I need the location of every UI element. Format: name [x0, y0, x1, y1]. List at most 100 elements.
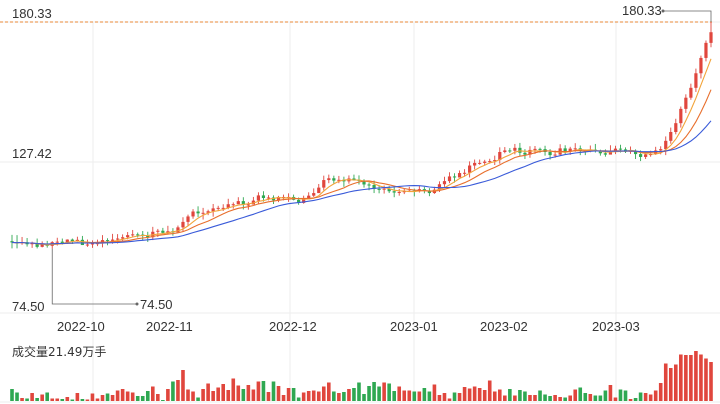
volume-bar	[437, 395, 442, 401]
candle-body	[442, 181, 447, 185]
volume-bar	[533, 395, 537, 401]
volume-bar	[95, 398, 100, 401]
y-label-max: 180.33	[12, 6, 52, 21]
volume-bar	[397, 386, 402, 401]
volume-bar	[583, 393, 588, 401]
volume-bar	[362, 394, 366, 401]
volume-bar	[40, 394, 44, 401]
volume-bar	[226, 390, 231, 401]
volume-bar	[668, 368, 673, 401]
volume-bar	[528, 395, 532, 401]
volume-bar	[135, 396, 140, 401]
volume-bar	[80, 399, 85, 401]
candle-body	[35, 243, 39, 247]
volume-bar	[332, 391, 336, 401]
volume-bar	[145, 391, 150, 401]
volume-bar	[558, 397, 562, 401]
candle-body	[211, 208, 215, 212]
volume-bar	[467, 388, 472, 401]
candle-body	[659, 149, 663, 151]
candle-body	[538, 148, 542, 150]
candle-body	[553, 154, 557, 156]
volume-bar	[281, 395, 286, 401]
candle-body	[508, 150, 512, 152]
candle-body	[110, 239, 115, 241]
volume-bar	[653, 390, 658, 401]
volume-bar	[20, 398, 24, 401]
volume-bar	[100, 395, 105, 401]
candle-body	[372, 185, 376, 189]
candle-body	[332, 178, 336, 181]
min-marker-dot	[135, 302, 139, 306]
volume-bar	[291, 388, 296, 401]
volume-bar	[679, 354, 683, 401]
volume-bar	[543, 394, 547, 401]
candle-body	[156, 230, 160, 232]
candle-body	[55, 241, 59, 243]
candle-body	[126, 235, 130, 238]
volume-bar	[482, 390, 487, 401]
volume-bar	[508, 389, 512, 401]
volume-bar	[472, 386, 477, 401]
volume-bar	[593, 395, 598, 401]
volume-bar	[156, 394, 160, 401]
candle-body	[116, 238, 120, 240]
volume-bar	[166, 389, 170, 401]
candle-body	[503, 150, 507, 153]
volume-bar	[266, 392, 271, 401]
volume-bar	[518, 390, 522, 401]
candle-body	[689, 87, 693, 98]
volume-bar	[211, 391, 215, 401]
volume-bar	[90, 393, 95, 401]
volume-bar	[623, 390, 628, 401]
candle-body	[40, 244, 44, 247]
candle-body	[674, 123, 678, 132]
candle-body	[488, 161, 492, 163]
volume-bar	[30, 393, 34, 401]
volume-bar	[236, 385, 241, 401]
min-marker-leader	[51, 248, 137, 305]
vertical-grid	[92, 22, 617, 402]
volume-bar	[548, 396, 552, 401]
candle-body	[447, 176, 452, 182]
volume-bar	[171, 381, 175, 401]
candle-body	[216, 207, 220, 209]
candle-body	[603, 153, 607, 155]
volume-bar	[588, 394, 593, 401]
volume-bar	[206, 383, 210, 401]
volume-bar	[246, 385, 251, 401]
volume-bar	[125, 391, 130, 401]
candle-body	[362, 180, 366, 185]
candle-body	[392, 191, 396, 193]
volume-bar	[613, 397, 618, 401]
candle-body	[337, 179, 341, 181]
volume-bar	[503, 395, 507, 401]
volume-bar	[538, 390, 542, 401]
volume-bar	[70, 399, 75, 401]
volume-bar	[523, 391, 527, 401]
candle-body	[613, 148, 618, 151]
candle-body	[644, 154, 648, 157]
candle-body	[402, 191, 406, 193]
candle-body	[196, 211, 200, 214]
candle-body	[136, 234, 140, 236]
candle-body	[85, 244, 90, 246]
candle-body	[221, 207, 225, 209]
candle-body	[317, 187, 321, 194]
volume-bar	[316, 391, 321, 401]
volume-bar	[196, 397, 200, 401]
volume-bar	[321, 386, 326, 401]
volume-bar	[699, 354, 703, 401]
volume-bar	[301, 392, 306, 401]
candle-body	[261, 195, 266, 198]
volume-bar	[311, 390, 316, 401]
volume-bar	[105, 393, 110, 401]
volume-bar	[392, 391, 396, 401]
min-marker-label: 74.50	[140, 297, 173, 312]
candle-body	[568, 148, 572, 152]
volume-bar	[553, 395, 557, 401]
volume-bar	[442, 393, 447, 401]
volume-bar	[513, 395, 517, 401]
volume-bar	[427, 391, 432, 401]
volume-bar	[342, 392, 346, 401]
